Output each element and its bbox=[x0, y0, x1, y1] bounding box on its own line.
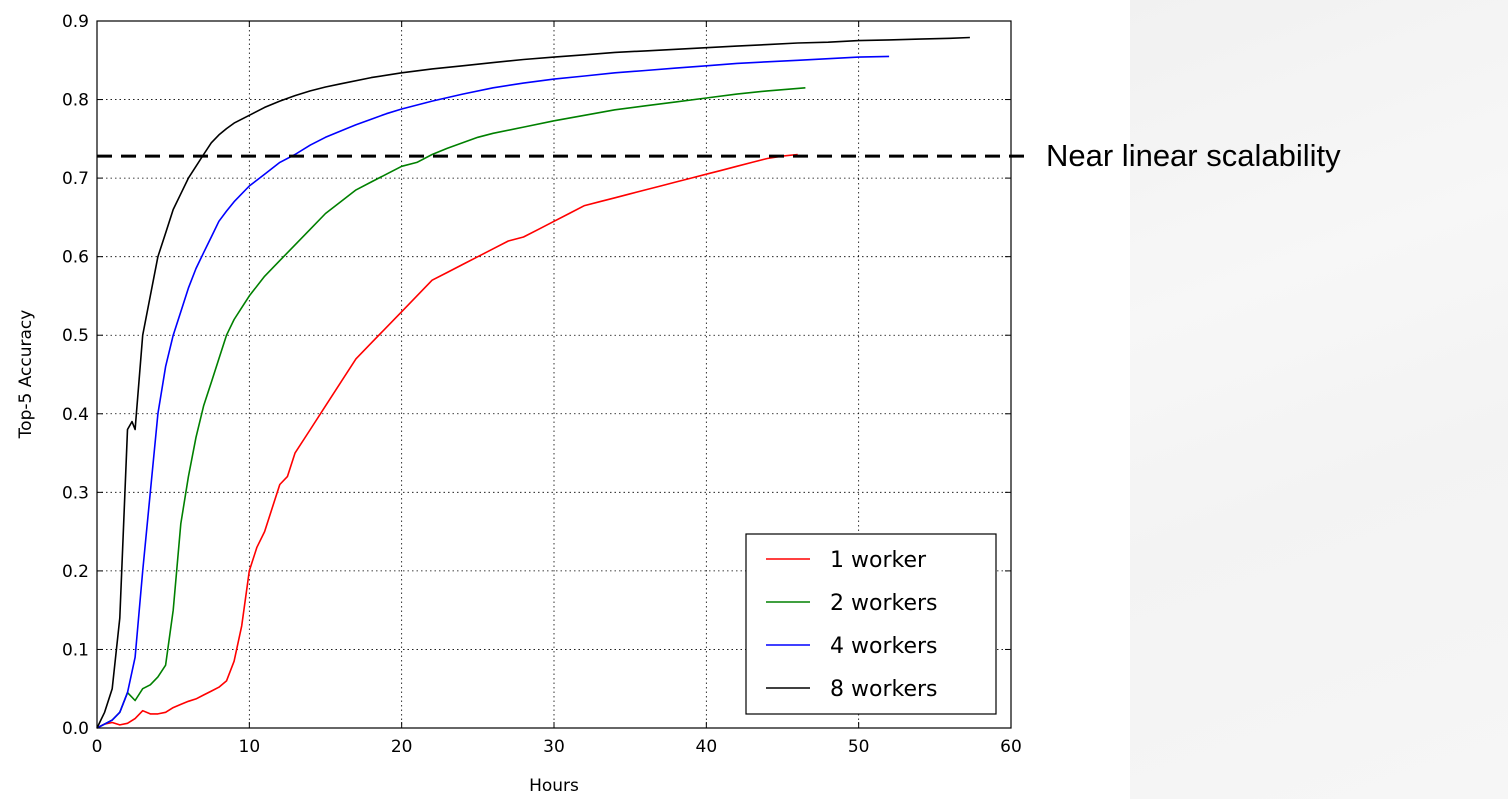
series-line-1 bbox=[96, 153, 798, 729]
y-tick-label: 0.7 bbox=[62, 169, 89, 189]
y-tick-label: 0.6 bbox=[62, 248, 89, 268]
x-tick-label: 10 bbox=[239, 737, 261, 757]
series-line-2 bbox=[96, 87, 806, 729]
y-tick-label: 0.5 bbox=[62, 326, 89, 346]
y-tick-label: 0.8 bbox=[62, 91, 89, 111]
legend-entry-2: 2 workers bbox=[830, 591, 938, 616]
background-panel bbox=[1130, 0, 1508, 799]
ticks: 0 10 20 30 40 50 60 0.0 0.1 0.2 0.3 0.4 0.5 0.6 0.7 0.8… bbox=[62, 12, 1022, 757]
series-line-3 bbox=[96, 55, 890, 729]
series-line-4 bbox=[96, 36, 970, 729]
x-tick-label: 40 bbox=[696, 737, 718, 757]
legend-entry-1: 1 worker bbox=[830, 548, 927, 573]
x-tick-label: 60 bbox=[1000, 737, 1022, 757]
y-tick-label: 0.9 bbox=[62, 12, 89, 32]
y-tick-label: 0.1 bbox=[62, 640, 89, 660]
x-axis-label: Hours bbox=[529, 776, 579, 796]
y-tick-label: 0.3 bbox=[62, 483, 89, 503]
y-tick-label: 0.2 bbox=[62, 562, 89, 582]
reference-line-group: Near linear scalability bbox=[97, 138, 1341, 173]
legend-box bbox=[745, 533, 997, 715]
y-tick-label: 0.4 bbox=[62, 405, 89, 425]
x-tick-label: 30 bbox=[543, 737, 565, 757]
y-tick-label: 0.0 bbox=[62, 719, 89, 739]
legend-entry-4: 8 workers bbox=[830, 677, 938, 702]
legend: 1 worker 2 workers 4 workers 8 workers bbox=[745, 533, 997, 715]
x-tick-label: 50 bbox=[848, 737, 870, 757]
y-axis-label: Top-5 Accuracy bbox=[16, 310, 36, 440]
x-tick-label: 0 bbox=[92, 737, 103, 757]
legend-entry-3: 4 workers bbox=[830, 634, 938, 659]
reference-line-label: Near linear scalability bbox=[1046, 138, 1341, 173]
series-layer bbox=[96, 36, 970, 729]
x-tick-label: 20 bbox=[391, 737, 413, 757]
